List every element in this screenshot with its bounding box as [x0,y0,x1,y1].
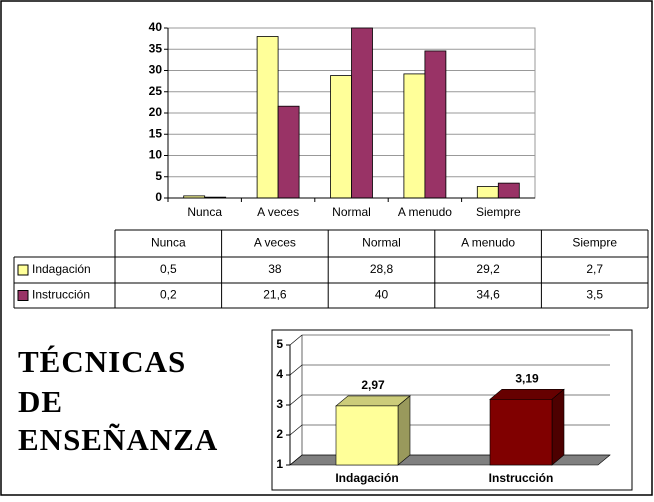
y-tick-label: 2 [276,427,283,441]
legend-label: Indagación [32,262,91,276]
bar [277,105,300,199]
legend-swatch [17,290,29,301]
grid-line [289,364,303,376]
table-cell: 34,6 [476,288,500,302]
bar [256,36,279,199]
table-header: A menudo [461,236,515,250]
table-cell: 40 [375,288,389,302]
legend-swatch [17,264,29,276]
y-tick-label: 15 [149,126,163,140]
x-tick-label: A menudo [398,205,452,219]
table-cell: 3,5 [586,288,603,302]
table-cell: 21,6 [263,288,287,302]
value-label: 3,19 [515,371,539,385]
x-tick-label: Normal [332,205,371,219]
y-tick-label: 10 [149,148,163,162]
x-tick-label: Indagación [335,471,398,485]
bar [351,27,373,199]
grid-line [289,394,303,406]
x-tick-label: A veces [257,205,299,219]
heading-line: TÉCNICAS [18,344,186,379]
bar-front [489,398,553,466]
bar [497,182,520,199]
table-header: Normal [362,236,401,250]
bar-side [397,395,411,466]
table-header: Nunca [151,236,186,250]
y-tick-label: 25 [149,84,163,98]
bar [335,395,411,466]
y-tick-label: 40 [149,20,163,34]
bar [476,186,499,199]
bar-top [489,388,565,400]
y-tick-label: 3 [276,397,283,411]
table-cell: 0,5 [160,262,177,276]
bar [489,388,565,466]
bar-front [335,405,399,466]
y-tick-label: 5 [155,169,162,183]
x-tick-label: Nunca [187,205,222,219]
bar [403,73,426,199]
y-tick-label: 0 [155,190,162,204]
y-tick-label: 35 [149,41,163,55]
table-cell: 38 [268,262,282,276]
heading-line: DE [18,384,63,419]
table-cell: 29,2 [476,262,500,276]
y-tick-label: 1 [276,457,283,471]
table-cell: 0,2 [160,288,177,302]
grid-line [289,454,303,466]
x-tick-label: Instrucción [489,471,554,485]
table-header: A veces [254,236,296,250]
y-tick-label: 4 [276,367,283,381]
y-tick-label: 5 [276,337,283,351]
value-label: 2,97 [361,378,385,392]
table-cell: 2,7 [586,262,603,276]
x-tick-label: Siempre [476,205,521,219]
legend-label: Instrucción [32,288,90,302]
grid-line [289,334,303,346]
table-header: Siempre [572,236,617,250]
grid-line [289,424,303,436]
bar [424,50,447,199]
heading-line: ENSEÑANZA [18,422,218,457]
bar [330,75,352,199]
bar-top [335,395,411,407]
chart-frame [271,329,633,491]
table-cell: 28,8 [370,262,394,276]
y-tick-label: 20 [149,105,163,119]
y-tick-label: 30 [149,63,163,77]
bar-side [551,388,565,466]
